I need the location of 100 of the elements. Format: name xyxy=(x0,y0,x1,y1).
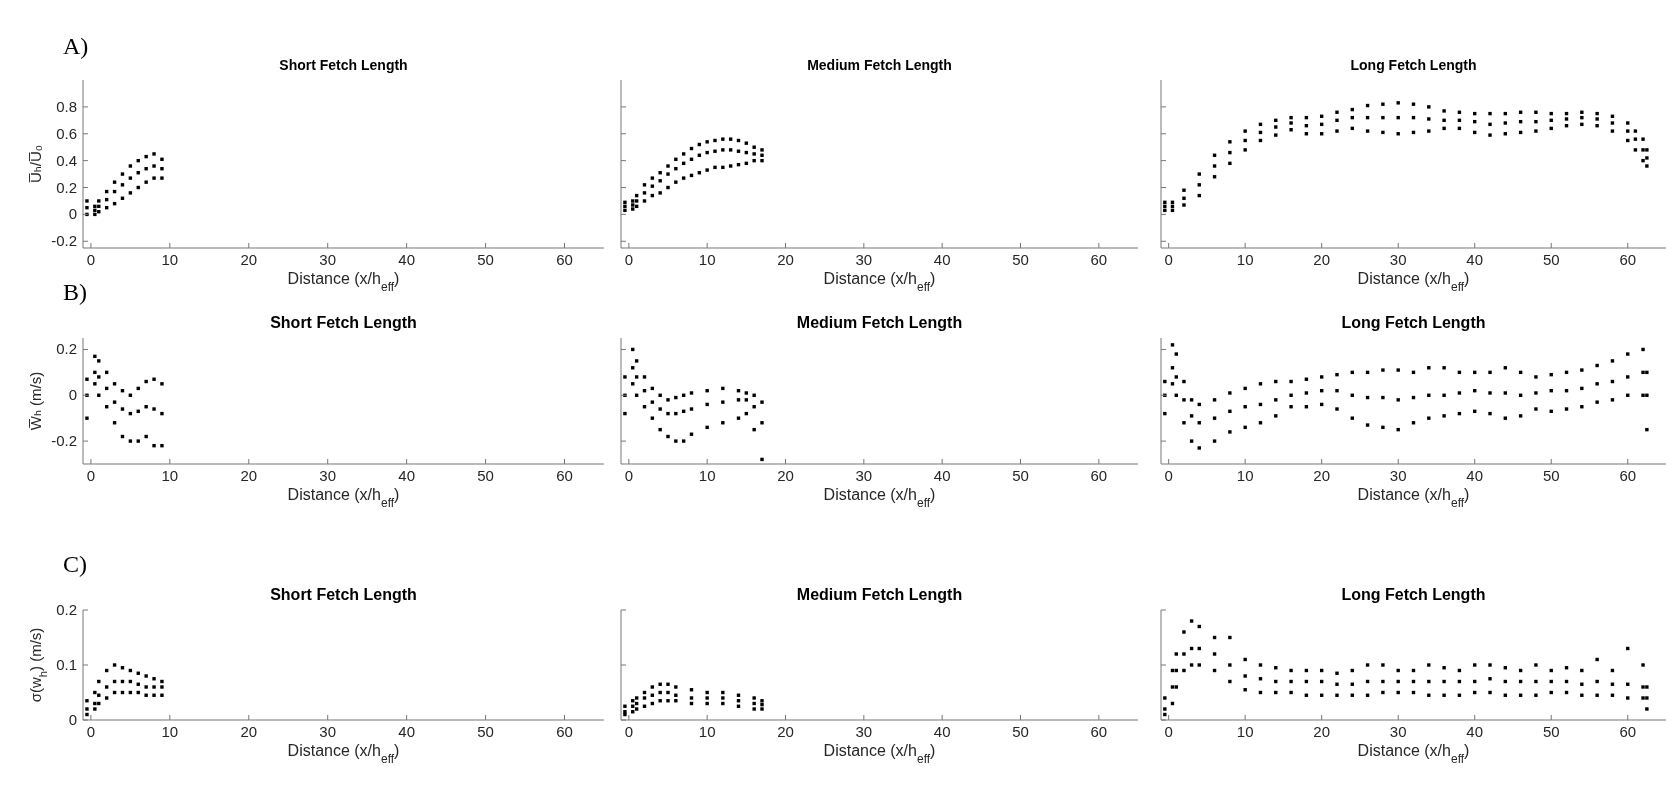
point xyxy=(152,164,156,168)
point xyxy=(1442,679,1446,684)
point xyxy=(1633,148,1638,152)
point xyxy=(1170,685,1175,689)
point xyxy=(705,425,709,430)
point xyxy=(97,199,101,203)
point xyxy=(1335,118,1339,123)
point xyxy=(1174,652,1178,656)
point xyxy=(1381,690,1385,695)
point xyxy=(93,707,97,711)
point xyxy=(681,152,686,156)
point xyxy=(93,354,97,359)
point xyxy=(1641,347,1645,352)
point xyxy=(681,439,686,443)
y-tick-label: 0 xyxy=(68,205,77,223)
point xyxy=(1473,663,1477,667)
point xyxy=(1174,685,1178,689)
x-axis-title: Distance (x/h$_{eff}$) xyxy=(823,270,936,294)
point xyxy=(705,690,709,695)
x-tick-label: 60 xyxy=(1619,467,1637,484)
point xyxy=(1534,110,1538,114)
point xyxy=(1610,359,1615,363)
point xyxy=(1580,405,1584,409)
x-tick-label: 20 xyxy=(777,723,794,740)
point xyxy=(1645,707,1649,711)
x-axis-title: Distance (x/h$_{eff}$) xyxy=(1357,486,1470,510)
point xyxy=(1182,398,1186,402)
x-tick-label: 50 xyxy=(1542,723,1560,740)
point xyxy=(1534,375,1538,379)
x-tick-label: 10 xyxy=(698,467,716,484)
point xyxy=(1289,115,1293,120)
point xyxy=(1534,119,1538,124)
x-tick-label: 30 xyxy=(319,723,337,740)
point xyxy=(1580,386,1584,391)
point xyxy=(650,400,655,404)
point xyxy=(752,427,756,432)
point xyxy=(120,183,125,187)
point xyxy=(1518,414,1523,418)
point xyxy=(666,690,670,695)
point xyxy=(752,145,756,149)
point xyxy=(152,176,156,180)
point xyxy=(1163,707,1167,711)
point xyxy=(631,203,635,207)
point xyxy=(85,712,89,717)
point xyxy=(1488,391,1492,395)
point xyxy=(634,707,639,711)
point xyxy=(1442,414,1446,418)
point xyxy=(658,191,662,195)
point xyxy=(1427,393,1431,397)
point xyxy=(1427,693,1431,697)
point xyxy=(1365,129,1370,133)
point xyxy=(674,699,678,703)
point xyxy=(1289,690,1293,695)
point xyxy=(144,685,148,689)
point xyxy=(1189,619,1194,623)
x-tick-label: 40 xyxy=(398,467,415,484)
point xyxy=(1503,416,1508,420)
point xyxy=(623,411,627,416)
point xyxy=(634,359,639,363)
point xyxy=(744,391,749,395)
point xyxy=(666,699,670,703)
point xyxy=(1365,663,1370,667)
point xyxy=(623,200,627,204)
point xyxy=(1488,690,1492,695)
point xyxy=(1595,382,1599,386)
point xyxy=(1182,668,1186,673)
point xyxy=(152,685,156,689)
point xyxy=(112,400,117,404)
point xyxy=(128,439,133,443)
point xyxy=(1274,133,1278,137)
point xyxy=(1258,663,1263,667)
chart-title: Long Fetch Length xyxy=(1350,57,1477,73)
y-axis-title: W̅ₕ (m/s) xyxy=(27,371,44,431)
point xyxy=(666,434,670,439)
point xyxy=(721,165,725,170)
point xyxy=(760,457,764,462)
y-tick-label: 0.1 xyxy=(56,656,77,673)
point xyxy=(144,154,148,159)
point xyxy=(1228,140,1232,144)
chart-title: Short Fetch Length xyxy=(270,586,417,603)
point xyxy=(1304,391,1309,395)
point xyxy=(736,416,741,420)
x-tick-label: 20 xyxy=(240,251,258,268)
point xyxy=(1243,425,1247,430)
x-tick-label: 40 xyxy=(1466,251,1484,268)
point xyxy=(1442,126,1446,131)
point xyxy=(623,204,627,209)
point xyxy=(623,704,627,708)
x-tick-label: 10 xyxy=(161,251,179,268)
point xyxy=(93,382,97,386)
point xyxy=(674,180,678,184)
point xyxy=(1170,382,1175,386)
point xyxy=(1396,668,1400,673)
point xyxy=(1595,693,1599,697)
point xyxy=(752,707,756,711)
x-tick-label: 60 xyxy=(556,251,573,268)
chart-title: Long Fetch Length xyxy=(1341,586,1486,603)
point xyxy=(1626,121,1630,125)
chart-title: Medium Fetch Length xyxy=(796,314,963,331)
point xyxy=(760,707,764,711)
